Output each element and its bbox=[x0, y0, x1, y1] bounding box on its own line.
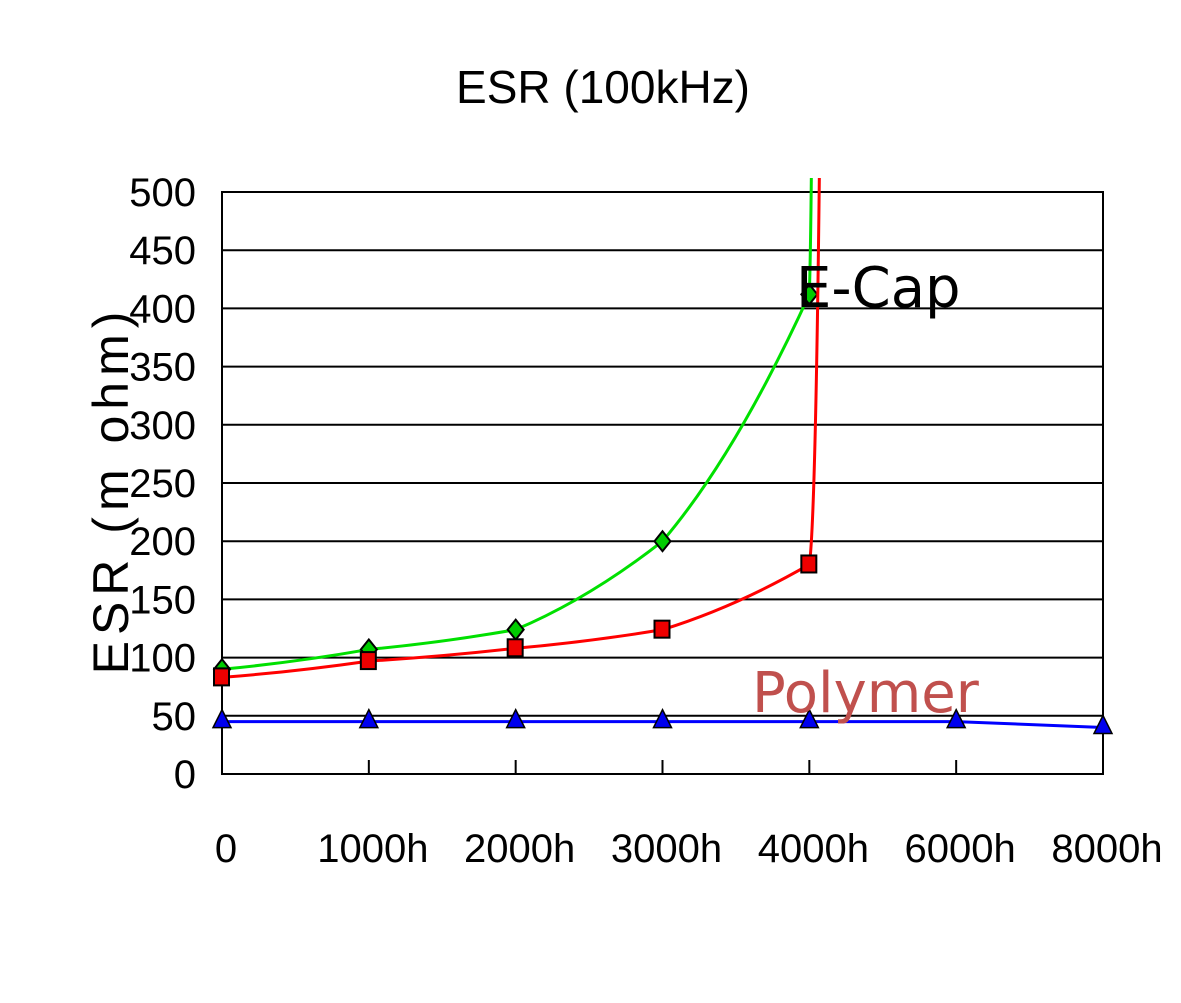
y-axis-label: ESR (m ohm) bbox=[83, 306, 139, 675]
x-tick-label-5: 6000h bbox=[905, 827, 1016, 871]
y-tick-label-200: 200 bbox=[129, 520, 196, 564]
annotation-ecap: E-Cap bbox=[796, 256, 961, 321]
y-tick-label-0: 0 bbox=[174, 753, 196, 797]
y-tick-label-350: 350 bbox=[129, 346, 196, 390]
x-tick-labels: 0 1000h 2000h 3000h 4000h 6000h 8000h bbox=[215, 827, 1163, 871]
x-tick-label-1: 1000h bbox=[317, 827, 428, 871]
series-0-line bbox=[221, 177, 813, 671]
y-tick-label-50: 50 bbox=[152, 695, 197, 739]
series-2-point-2 bbox=[505, 707, 526, 729]
series-2-point-0 bbox=[211, 707, 233, 729]
x-tick-label-0: 0 bbox=[215, 827, 237, 871]
series-2-point-4 bbox=[799, 707, 820, 729]
series-0-point-3 bbox=[653, 529, 672, 553]
chart-title: ESR (100kHz) bbox=[456, 61, 750, 113]
x-tick-label-4: 4000h bbox=[758, 827, 869, 871]
y-tick-label-100: 100 bbox=[129, 637, 196, 681]
y-tick-label-250: 250 bbox=[129, 462, 196, 506]
series-1-point-4 bbox=[800, 554, 818, 574]
series-0-point-2 bbox=[506, 618, 525, 642]
x-tick-label-2: 2000h bbox=[464, 827, 575, 871]
y-tick-label-450: 450 bbox=[129, 229, 196, 273]
series-2-point-3 bbox=[652, 707, 673, 729]
series-group bbox=[211, 177, 1114, 735]
series-1-line bbox=[221, 177, 821, 679]
series-1-point-0 bbox=[213, 667, 230, 687]
x-tick-label-3: 3000h bbox=[611, 827, 722, 871]
series-1-point-1 bbox=[359, 651, 377, 671]
y-tick-label-150: 150 bbox=[129, 578, 196, 622]
series-2-point-6 bbox=[1092, 713, 1114, 735]
series-0-point-4 bbox=[800, 282, 819, 307]
x-tick-label-6: 8000h bbox=[1051, 827, 1162, 871]
series-1-point-2 bbox=[506, 638, 524, 658]
annotation-polymer: Polymer bbox=[752, 661, 980, 726]
series-2-point-1 bbox=[358, 707, 380, 729]
y-tick-label-400: 400 bbox=[129, 287, 196, 331]
series-2-point-5 bbox=[945, 707, 967, 729]
series-1-point-3 bbox=[653, 619, 671, 639]
y-tick-label-300: 300 bbox=[129, 404, 196, 448]
y-tick-labels: 0 50 100 150 200 250 300 350 400 450 500 bbox=[129, 171, 196, 797]
y-tick-label-500: 500 bbox=[129, 171, 196, 215]
